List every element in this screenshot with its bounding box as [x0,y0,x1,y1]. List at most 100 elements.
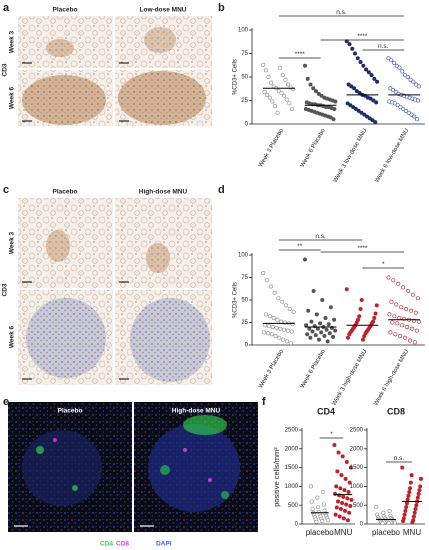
data-point [359,297,364,302]
data-point [344,459,349,464]
data-point [288,341,293,346]
data-point [414,328,419,333]
legend-entry: DAPI [156,541,172,548]
data-point [358,59,363,64]
data-point [401,518,406,523]
data-point [272,104,277,109]
row-label: Week 3 [9,30,16,53]
data-point [351,105,356,110]
data-point [306,308,311,313]
y-tick-label: 100 [238,253,249,259]
data-point [344,287,349,292]
data-point [270,99,275,104]
data-point [322,333,327,338]
data-point [345,496,350,501]
data-point [264,312,269,317]
data-point [403,73,408,78]
panel-letter: d [218,184,225,196]
y-tick-label: 1500 [285,465,299,471]
data-point [269,80,274,85]
legend-entry: CD8 [116,541,129,548]
data-point [393,90,398,95]
data-point [265,92,270,97]
data-point [369,73,374,78]
data-point [334,505,339,510]
data-point [401,285,406,290]
data-point [347,480,352,485]
data-point [262,330,267,335]
y-tick-label: 2500 [285,428,299,434]
legend-entry: CD4 [100,541,113,548]
data-point [416,84,421,89]
data-point [338,486,343,491]
data-point [405,324,410,329]
data-point [408,480,413,485]
data-point [291,309,296,314]
data-point [390,320,395,325]
data-point [343,508,348,513]
data-point [302,63,307,68]
data-point [318,321,323,326]
data-point [345,518,350,523]
data-point [392,314,397,319]
data-point [411,514,416,519]
data-point [289,106,294,111]
legend-entry: panCK [132,541,153,548]
x-tick-label: Week 3 low-dose MNU [333,128,369,184]
data-point [372,315,377,320]
data-point [402,512,407,517]
data-point [315,495,320,500]
data-point [266,75,271,80]
y-tick-label: 0 [245,122,249,128]
data-point [409,473,414,478]
legend: CD4 CD8 panCK DAPI [100,541,172,548]
data-point [275,110,280,115]
y-tick-label: 0 [360,522,364,528]
data-point [408,486,413,491]
data-point [333,512,338,517]
data-point [309,319,314,324]
data-point [331,334,336,339]
data-point [344,39,349,44]
data-point [325,339,330,344]
data-point [386,520,391,525]
data-point [401,106,406,111]
data-point [316,91,321,96]
data-point [319,93,324,98]
data-point [336,450,341,455]
data-point [304,323,309,328]
data-point [270,324,275,329]
y-axis-label: %CD3+ Cells [233,282,239,318]
data-point [396,281,401,286]
data-point [409,326,414,331]
row-label: Week 3 [9,231,16,254]
data-point [320,490,325,495]
y-tick-label: 2000 [350,446,364,452]
data-point [397,65,402,70]
data-point [361,63,366,68]
y-tick-label: 100 [238,28,249,34]
column-header: High-dose MNU [172,408,221,415]
data-point [359,110,364,115]
data-point [346,82,351,87]
significance-label: * [382,261,385,268]
data-point [394,302,399,307]
x-tick-label: Week 6 Placebo [300,127,327,168]
data-point [305,332,310,337]
data-point [353,51,358,56]
data-point [302,257,307,262]
data-point [400,69,405,74]
data-point [335,499,340,504]
data-point [373,311,378,316]
data-point [332,317,337,322]
data-point [349,497,354,502]
data-point [394,63,399,68]
fluorescence-images [8,402,258,532]
data-point [267,95,272,100]
data-point [321,502,326,507]
data-point [362,112,367,117]
data-point [323,315,328,320]
data-point [285,328,290,333]
data-point [380,521,385,526]
